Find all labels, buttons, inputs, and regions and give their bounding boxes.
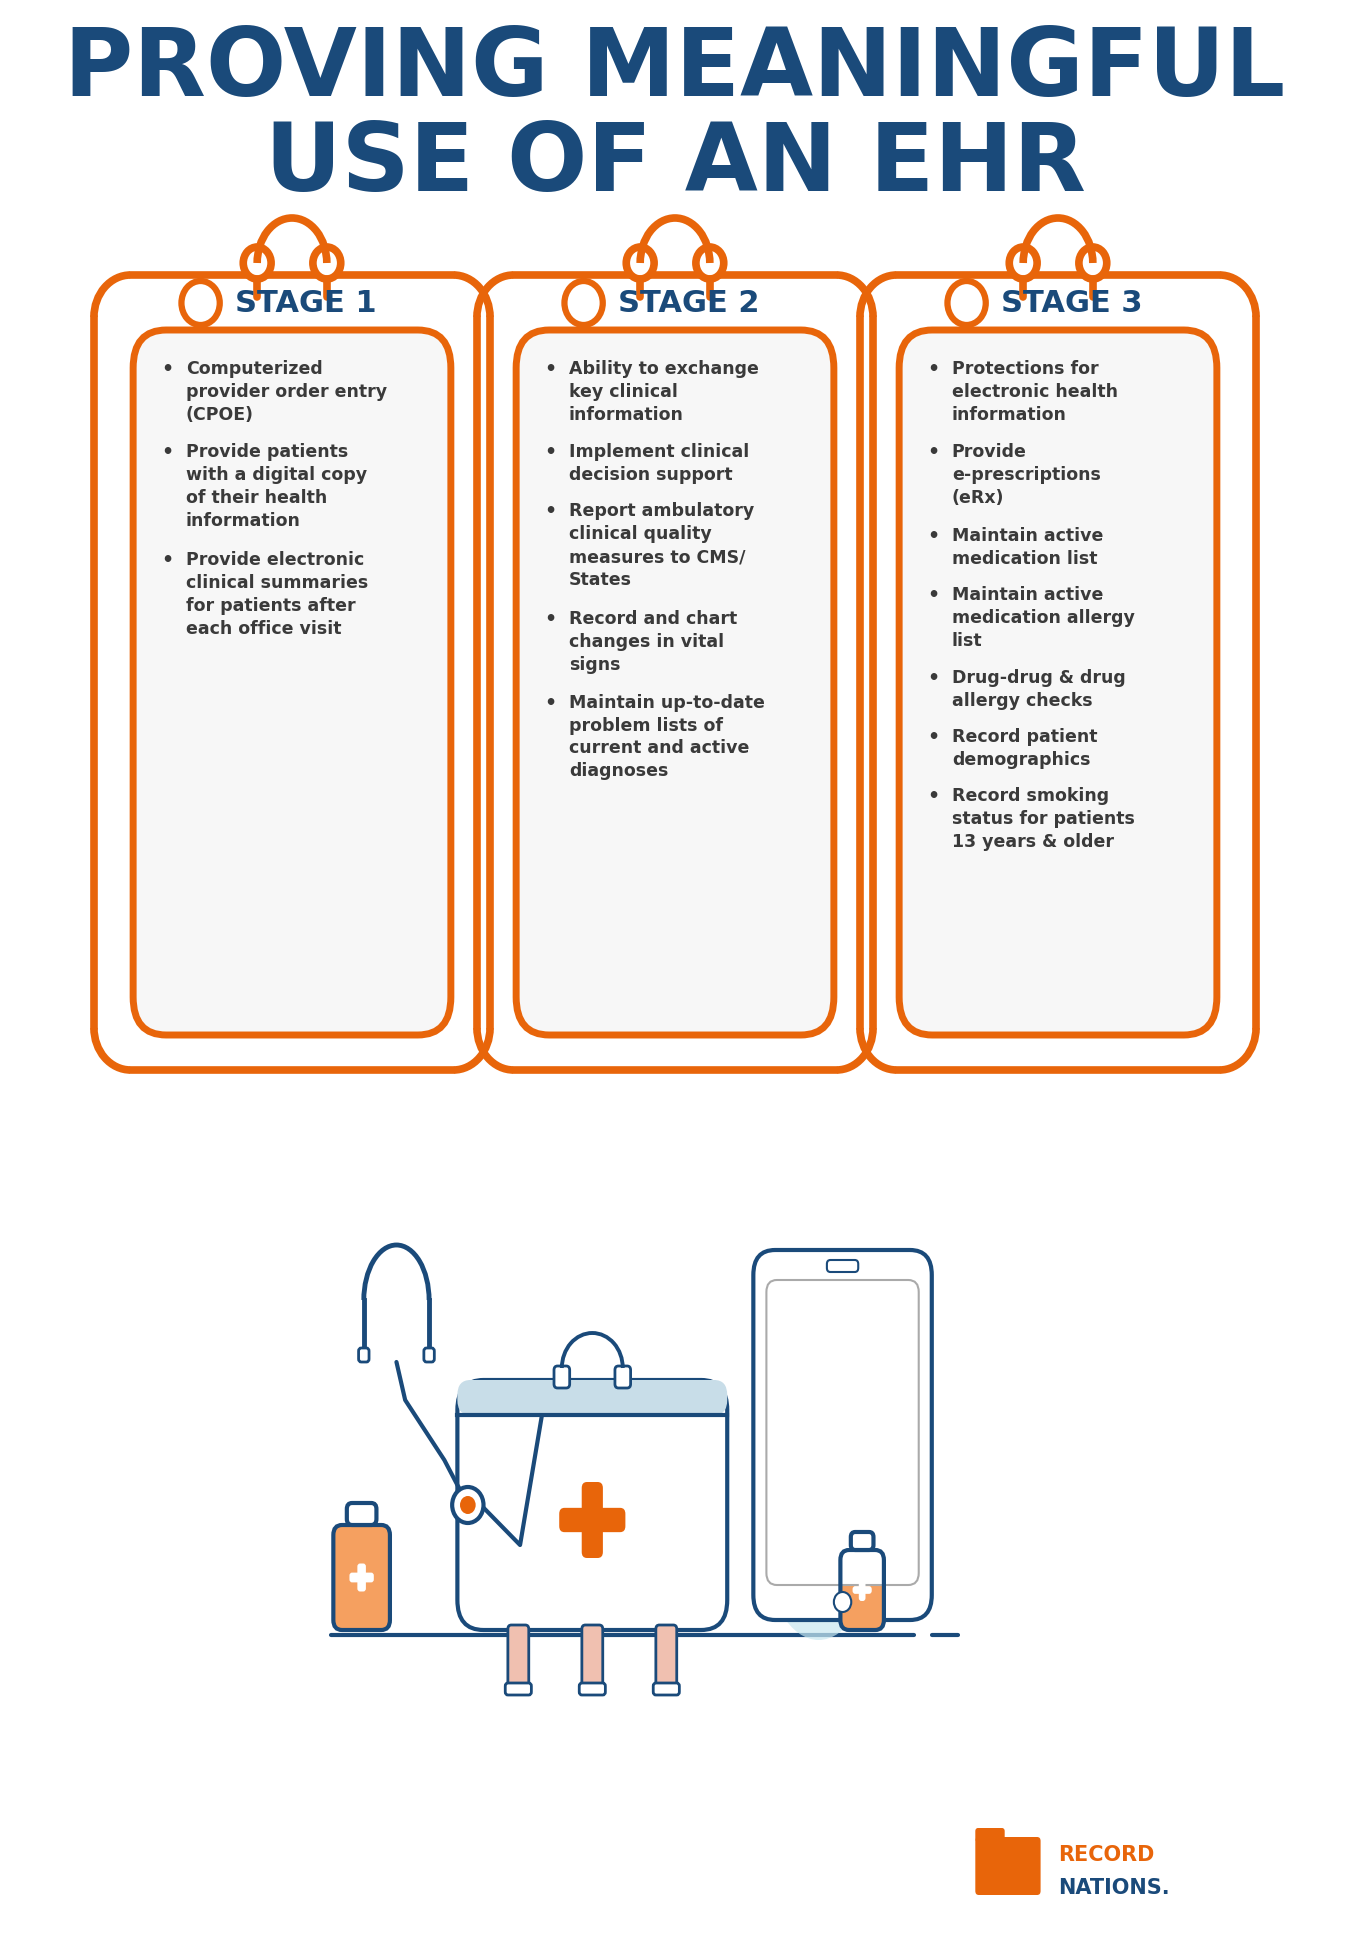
Text: STAGE 2: STAGE 2: [618, 289, 760, 318]
Circle shape: [564, 281, 602, 326]
Text: •: •: [927, 788, 940, 805]
Text: •: •: [927, 361, 940, 378]
FancyBboxPatch shape: [753, 1250, 931, 1620]
FancyBboxPatch shape: [424, 1347, 435, 1361]
Text: STAGE 1: STAGE 1: [235, 289, 377, 318]
Text: •: •: [544, 361, 556, 378]
Text: Maintain active
medication allergy
list: Maintain active medication allergy list: [952, 585, 1135, 649]
Text: •: •: [927, 526, 940, 546]
Text: •: •: [927, 443, 940, 462]
FancyBboxPatch shape: [841, 1550, 884, 1630]
Text: Maintain active
medication list: Maintain active medication list: [952, 526, 1103, 567]
Text: •: •: [544, 610, 556, 630]
FancyBboxPatch shape: [859, 1580, 865, 1601]
Text: NATIONS.: NATIONS.: [1058, 1878, 1169, 1897]
FancyBboxPatch shape: [582, 1482, 603, 1558]
FancyBboxPatch shape: [767, 1279, 919, 1585]
Text: Protections for
electronic health
information: Protections for electronic health inform…: [952, 361, 1118, 423]
FancyBboxPatch shape: [458, 1381, 728, 1416]
FancyBboxPatch shape: [616, 1367, 630, 1388]
Text: Record patient
demographics: Record patient demographics: [952, 727, 1098, 768]
Text: •: •: [544, 694, 556, 712]
Circle shape: [452, 1488, 483, 1523]
Text: Record and chart
changes in vital
signs: Record and chart changes in vital signs: [568, 610, 737, 675]
Text: Drug-drug & drug
allergy checks: Drug-drug & drug allergy checks: [952, 669, 1126, 710]
Circle shape: [1079, 248, 1107, 279]
Text: PROVING MEANINGFUL: PROVING MEANINGFUL: [65, 23, 1285, 115]
FancyBboxPatch shape: [508, 1624, 529, 1691]
FancyBboxPatch shape: [559, 1507, 625, 1533]
Text: STAGE 3: STAGE 3: [1002, 289, 1143, 318]
Text: Record smoking
status for patients
13 years & older: Record smoking status for patients 13 ye…: [952, 788, 1135, 850]
Text: •: •: [544, 443, 556, 462]
FancyBboxPatch shape: [516, 330, 834, 1035]
FancyBboxPatch shape: [134, 330, 451, 1035]
FancyBboxPatch shape: [350, 1572, 374, 1581]
Circle shape: [948, 281, 986, 326]
FancyBboxPatch shape: [554, 1367, 570, 1388]
Ellipse shape: [767, 1461, 871, 1640]
FancyBboxPatch shape: [582, 1624, 602, 1691]
FancyBboxPatch shape: [850, 1533, 873, 1550]
Circle shape: [313, 248, 340, 279]
FancyBboxPatch shape: [579, 1683, 605, 1695]
Circle shape: [460, 1496, 475, 1513]
FancyBboxPatch shape: [358, 1564, 366, 1591]
Text: •: •: [927, 727, 940, 747]
Text: •: •: [927, 585, 940, 604]
Text: Report ambulatory
clinical quality
measures to CMS/
States: Report ambulatory clinical quality measu…: [568, 503, 755, 589]
Text: Provide patients
with a digital copy
of their health
information: Provide patients with a digital copy of …: [186, 443, 367, 530]
Text: Ability to exchange
key clinical
information: Ability to exchange key clinical informa…: [568, 361, 759, 423]
FancyBboxPatch shape: [653, 1683, 679, 1695]
Text: •: •: [162, 443, 174, 462]
FancyBboxPatch shape: [975, 1837, 1041, 1895]
FancyBboxPatch shape: [853, 1585, 872, 1593]
FancyBboxPatch shape: [899, 330, 1216, 1035]
Text: •: •: [927, 669, 940, 688]
Text: •: •: [162, 552, 174, 569]
Text: •: •: [544, 503, 556, 521]
Circle shape: [243, 248, 271, 279]
Circle shape: [626, 248, 655, 279]
FancyBboxPatch shape: [975, 1827, 1004, 1843]
FancyBboxPatch shape: [333, 1525, 390, 1630]
Circle shape: [695, 248, 724, 279]
FancyBboxPatch shape: [828, 1260, 859, 1271]
FancyBboxPatch shape: [359, 1347, 369, 1361]
Text: Implement clinical
decision support: Implement clinical decision support: [568, 443, 749, 484]
Circle shape: [1010, 248, 1037, 279]
Text: Provide electronic
clinical summaries
for patients after
each office visit: Provide electronic clinical summaries fo…: [186, 552, 369, 638]
Text: Maintain up-to-date
problem lists of
current and active
diagnoses: Maintain up-to-date problem lists of cur…: [568, 694, 764, 780]
FancyBboxPatch shape: [458, 1381, 728, 1630]
FancyBboxPatch shape: [505, 1683, 532, 1695]
Text: RECORD: RECORD: [1058, 1845, 1154, 1864]
Circle shape: [834, 1591, 852, 1613]
Text: •: •: [162, 361, 174, 378]
Text: Provide
e-prescriptions
(eRx): Provide e-prescriptions (eRx): [952, 443, 1100, 507]
Text: USE OF AN EHR: USE OF AN EHR: [265, 119, 1085, 211]
FancyBboxPatch shape: [347, 1503, 377, 1525]
FancyBboxPatch shape: [656, 1624, 676, 1691]
Circle shape: [181, 281, 220, 326]
Text: Computerized
provider order entry
(CPOE): Computerized provider order entry (CPOE): [186, 361, 387, 423]
